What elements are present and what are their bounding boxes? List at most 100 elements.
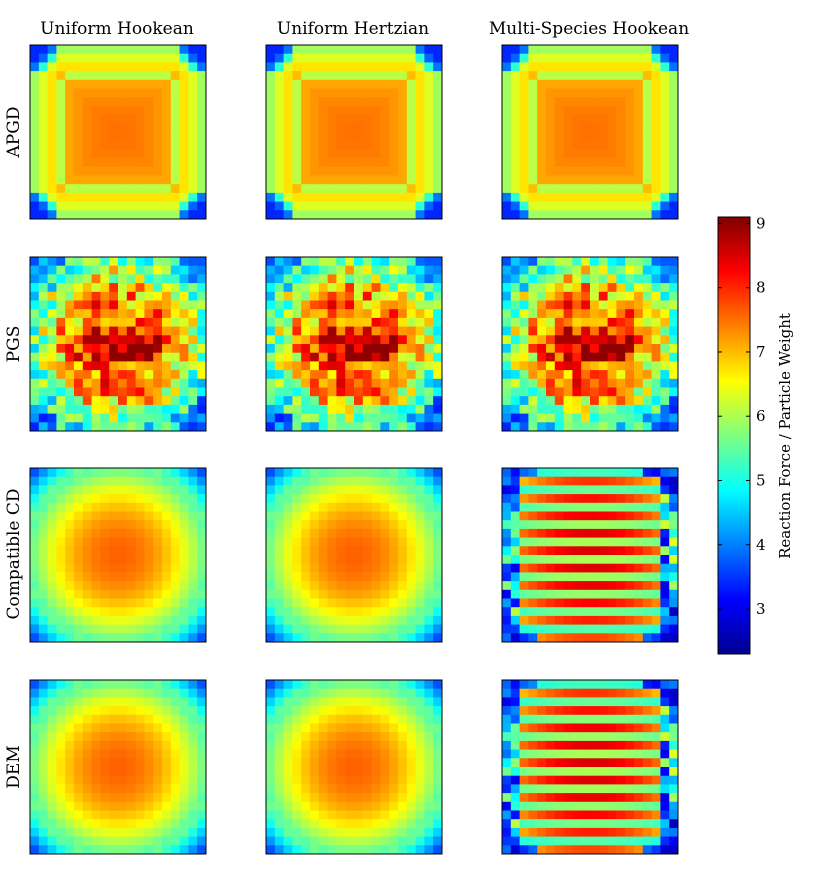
heatmap-cell	[634, 494, 644, 504]
heatmap-cell	[162, 132, 172, 142]
heatmap-cell	[607, 79, 617, 89]
heatmap-cell	[537, 680, 547, 690]
heatmap-frame	[501, 44, 679, 220]
heatmap-cell	[318, 836, 329, 846]
heatmap-cell	[590, 555, 600, 565]
heatmap-cell	[371, 62, 381, 72]
heatmap-cell	[519, 520, 529, 530]
heatmap-cell	[162, 555, 172, 565]
heatmap-cell	[74, 344, 84, 354]
heatmap-cell	[82, 633, 93, 643]
heatmap-cell	[274, 335, 285, 345]
heatmap-cell	[153, 732, 163, 742]
heatmap-cell	[47, 413, 57, 423]
heatmap-cell	[424, 827, 434, 838]
heatmap-cell	[91, 370, 101, 380]
heatmap-cell	[82, 793, 93, 803]
heatmap-cell	[327, 370, 337, 380]
heatmap-cell	[669, 827, 679, 838]
heatmap-cell	[510, 485, 521, 495]
heatmap-cell	[30, 740, 40, 751]
heatmap-cell	[433, 819, 443, 829]
heatmap-cell	[47, 537, 57, 547]
heatmap-cell	[398, 132, 408, 142]
heatmap-cell	[56, 581, 66, 591]
heatmap-cell	[56, 615, 66, 626]
heatmap-cell	[82, 62, 93, 72]
heatmap-cell	[266, 352, 276, 362]
heatmap-cell	[398, 485, 408, 495]
heatmap-cell	[590, 845, 600, 855]
heatmap-cell	[433, 326, 443, 336]
heatmap-cell	[197, 326, 207, 336]
heatmap-cell	[100, 845, 110, 855]
heatmap-cell	[310, 767, 320, 777]
heatmap-cell	[82, 607, 93, 617]
heatmap-cell	[109, 758, 119, 768]
heatmap-cell	[56, 502, 66, 512]
heatmap-cell	[598, 775, 609, 785]
heatmap-cell	[74, 555, 84, 565]
heatmap-cell	[669, 563, 679, 573]
heatmap-cell	[651, 546, 661, 556]
heatmap-cell	[118, 784, 128, 794]
heatmap-cell	[274, 140, 285, 150]
heatmap-cell	[197, 502, 207, 512]
heatmap-cell	[118, 810, 128, 820]
heatmap-cell	[118, 352, 128, 362]
heatmap-cell	[197, 175, 207, 185]
heatmap-cell	[371, 413, 381, 423]
heatmap-cell	[354, 149, 364, 159]
heatmap-cell	[424, 326, 434, 336]
heatmap-cell	[91, 810, 101, 820]
heatmap-cell	[153, 793, 163, 803]
heatmap-cell	[126, 265, 137, 275]
heatmap-cell	[380, 555, 390, 565]
heatmap-cell	[660, 413, 670, 423]
heatmap-cell	[651, 309, 661, 319]
heatmap-cell	[371, 784, 381, 794]
heatmap-cell	[581, 758, 591, 768]
heatmap-cell	[345, 546, 355, 556]
heatmap-cell	[634, 175, 644, 185]
heatmap-cell	[433, 615, 443, 626]
heatmap-cell	[144, 581, 154, 591]
heatmap-cell	[660, 624, 670, 634]
heatmap-cell	[56, 422, 66, 432]
heatmap-cell	[380, 210, 390, 220]
heatmap-cell	[170, 352, 181, 362]
heatmap-cell	[563, 633, 573, 643]
heatmap-cell	[327, 309, 337, 319]
heatmap-cell	[502, 502, 512, 512]
heatmap-cell	[625, 283, 635, 293]
heatmap-cell	[389, 344, 399, 354]
heatmap-cell	[354, 88, 364, 98]
heatmap-cell	[537, 706, 547, 716]
heatmap-cell	[65, 344, 75, 354]
heatmap-cell	[162, 775, 172, 785]
heatmap-cell	[519, 140, 529, 150]
heatmap-cell	[415, 555, 425, 565]
heatmap-cell	[354, 326, 364, 336]
heatmap-cell	[47, 572, 57, 582]
heatmap-cell	[616, 422, 626, 432]
heatmap-cell	[660, 706, 670, 716]
heatmap-cell	[598, 97, 609, 107]
heatmap-cell	[336, 53, 346, 63]
heatmap-cell	[301, 62, 311, 72]
heatmap-cell	[283, 520, 293, 530]
heatmap-cell	[590, 166, 600, 176]
heatmap-cell	[398, 827, 408, 838]
heatmap-cell	[144, 396, 154, 406]
heatmap-cell	[362, 97, 373, 107]
heatmap-cell	[616, 502, 626, 512]
heatmap-cell	[109, 326, 119, 336]
heatmap-cell	[65, 615, 75, 626]
heatmap-cell	[398, 502, 408, 512]
heatmap-cell	[354, 697, 364, 707]
heatmap-cell	[546, 589, 556, 599]
heatmap-cell	[598, 819, 609, 829]
heatmap-cell	[301, 45, 311, 55]
heatmap-cell	[345, 528, 355, 539]
heatmap-cell	[188, 767, 198, 777]
